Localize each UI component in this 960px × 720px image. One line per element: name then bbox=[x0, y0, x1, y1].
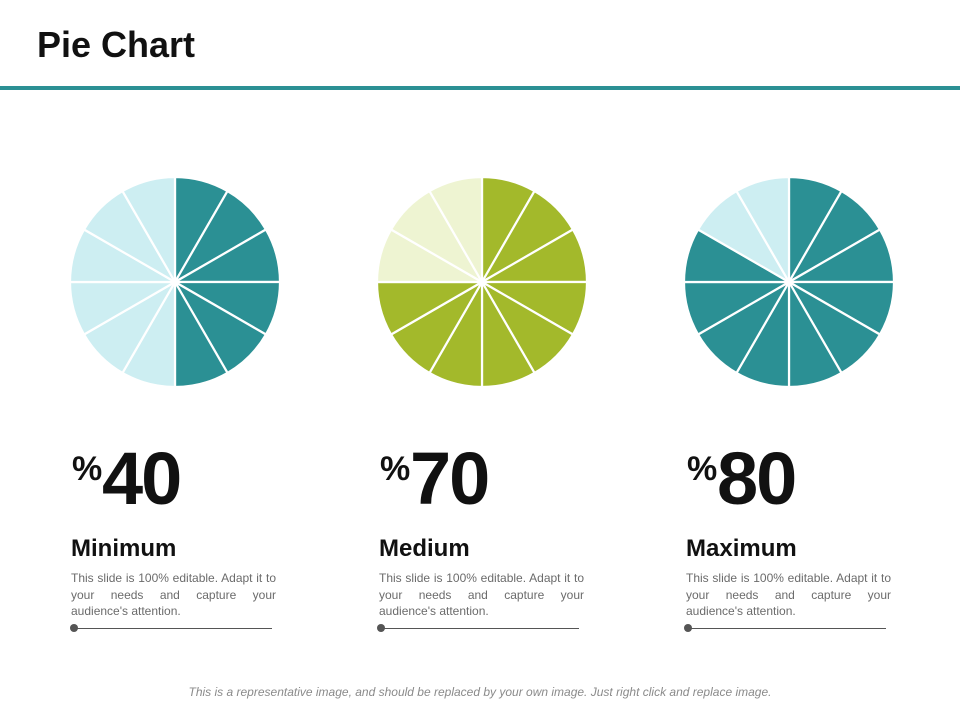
card-separator bbox=[684, 622, 889, 634]
card-separator bbox=[377, 622, 582, 634]
percent-sign: % bbox=[380, 450, 411, 488]
page-title: Pie Chart bbox=[37, 24, 196, 65]
percent-value-medium: % 70 bbox=[380, 436, 560, 520]
percent-number: 70 bbox=[410, 437, 490, 520]
card-separator bbox=[70, 622, 275, 634]
pie-chart-maximum bbox=[682, 175, 896, 389]
card-label-minimum: Minimum bbox=[71, 535, 177, 562]
card-label-maximum: Maximum bbox=[686, 535, 797, 562]
pie-chart-medium bbox=[375, 175, 589, 389]
pie-slice-empty bbox=[428, 175, 484, 284]
footer-note: This is a representative image, and shou… bbox=[188, 685, 772, 699]
percent-value-maximum: % 80 bbox=[687, 436, 867, 520]
card-description-medium: This slide is 100% editable. Adapt it to… bbox=[379, 571, 584, 618]
card-description-maximum: This slide is 100% editable. Adapt it to… bbox=[686, 571, 891, 618]
pie-slice-empty bbox=[121, 175, 177, 284]
percent-number: 80 bbox=[717, 437, 797, 520]
percent-sign: % bbox=[687, 450, 718, 488]
card-description-minimum: This slide is 100% editable. Adapt it to… bbox=[71, 571, 276, 618]
card-label-medium: Medium bbox=[379, 535, 470, 562]
pie-slice-empty bbox=[735, 175, 791, 284]
title-divider bbox=[0, 86, 960, 90]
pie-chart-minimum bbox=[68, 175, 282, 389]
percent-number: 40 bbox=[102, 437, 182, 520]
percent-sign: % bbox=[72, 450, 103, 488]
percent-value-minimum: % 40 bbox=[72, 436, 252, 520]
